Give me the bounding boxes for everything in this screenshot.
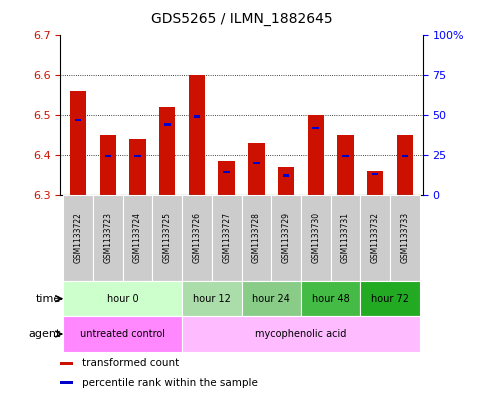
- Text: hour 12: hour 12: [193, 294, 231, 304]
- Bar: [123, 195, 153, 281]
- Bar: [342, 155, 349, 158]
- Text: GSM1133725: GSM1133725: [163, 212, 172, 263]
- Bar: [182, 195, 212, 281]
- Text: hour 72: hour 72: [371, 294, 409, 304]
- Text: GSM1133727: GSM1133727: [222, 212, 231, 263]
- Text: mycophenolic acid: mycophenolic acid: [255, 329, 347, 339]
- Text: GSM1133724: GSM1133724: [133, 212, 142, 263]
- Bar: [63, 281, 182, 316]
- Bar: [99, 135, 116, 195]
- Bar: [367, 171, 384, 195]
- Text: GSM1133733: GSM1133733: [400, 212, 409, 263]
- Text: time: time: [35, 294, 61, 304]
- Text: GSM1133722: GSM1133722: [74, 212, 83, 263]
- Text: GDS5265 / ILMN_1882645: GDS5265 / ILMN_1882645: [151, 11, 332, 26]
- Bar: [70, 91, 86, 195]
- Bar: [134, 155, 141, 158]
- Bar: [164, 123, 170, 126]
- Text: hour 0: hour 0: [107, 294, 139, 304]
- Bar: [189, 75, 205, 195]
- Text: GSM1133726: GSM1133726: [192, 212, 201, 263]
- Text: transformed count: transformed count: [82, 358, 179, 368]
- Text: GSM1133728: GSM1133728: [252, 212, 261, 263]
- Bar: [360, 195, 390, 281]
- Bar: [330, 195, 360, 281]
- Bar: [194, 116, 200, 118]
- Text: hour 24: hour 24: [252, 294, 290, 304]
- Bar: [242, 195, 271, 281]
- Bar: [60, 362, 73, 365]
- Bar: [153, 195, 182, 281]
- Text: percentile rank within the sample: percentile rank within the sample: [82, 378, 258, 387]
- Bar: [372, 173, 378, 175]
- Bar: [248, 143, 265, 195]
- Text: GSM1133732: GSM1133732: [370, 212, 380, 263]
- Bar: [242, 281, 301, 316]
- Text: GSM1133723: GSM1133723: [103, 212, 113, 263]
- Bar: [308, 115, 324, 195]
- Text: untreated control: untreated control: [80, 329, 165, 339]
- Bar: [182, 281, 242, 316]
- Bar: [224, 171, 230, 173]
- Bar: [129, 139, 146, 195]
- Bar: [60, 382, 73, 384]
- Bar: [278, 167, 294, 195]
- Bar: [159, 107, 175, 195]
- Text: GSM1133729: GSM1133729: [282, 212, 291, 263]
- Bar: [253, 162, 260, 164]
- Bar: [397, 135, 413, 195]
- Text: agent: agent: [28, 329, 61, 339]
- Bar: [313, 127, 319, 129]
- Bar: [182, 316, 420, 352]
- Text: hour 48: hour 48: [312, 294, 350, 304]
- Bar: [337, 135, 354, 195]
- Bar: [63, 316, 182, 352]
- Bar: [105, 155, 111, 158]
- Bar: [218, 161, 235, 195]
- Bar: [63, 195, 93, 281]
- Bar: [93, 195, 123, 281]
- Bar: [360, 281, 420, 316]
- Bar: [301, 195, 330, 281]
- Bar: [301, 281, 360, 316]
- Text: GSM1133730: GSM1133730: [311, 212, 320, 263]
- Bar: [283, 174, 289, 176]
- Bar: [401, 155, 408, 158]
- Bar: [271, 195, 301, 281]
- Bar: [212, 195, 242, 281]
- Bar: [390, 195, 420, 281]
- Bar: [75, 119, 82, 121]
- Text: GSM1133731: GSM1133731: [341, 212, 350, 263]
